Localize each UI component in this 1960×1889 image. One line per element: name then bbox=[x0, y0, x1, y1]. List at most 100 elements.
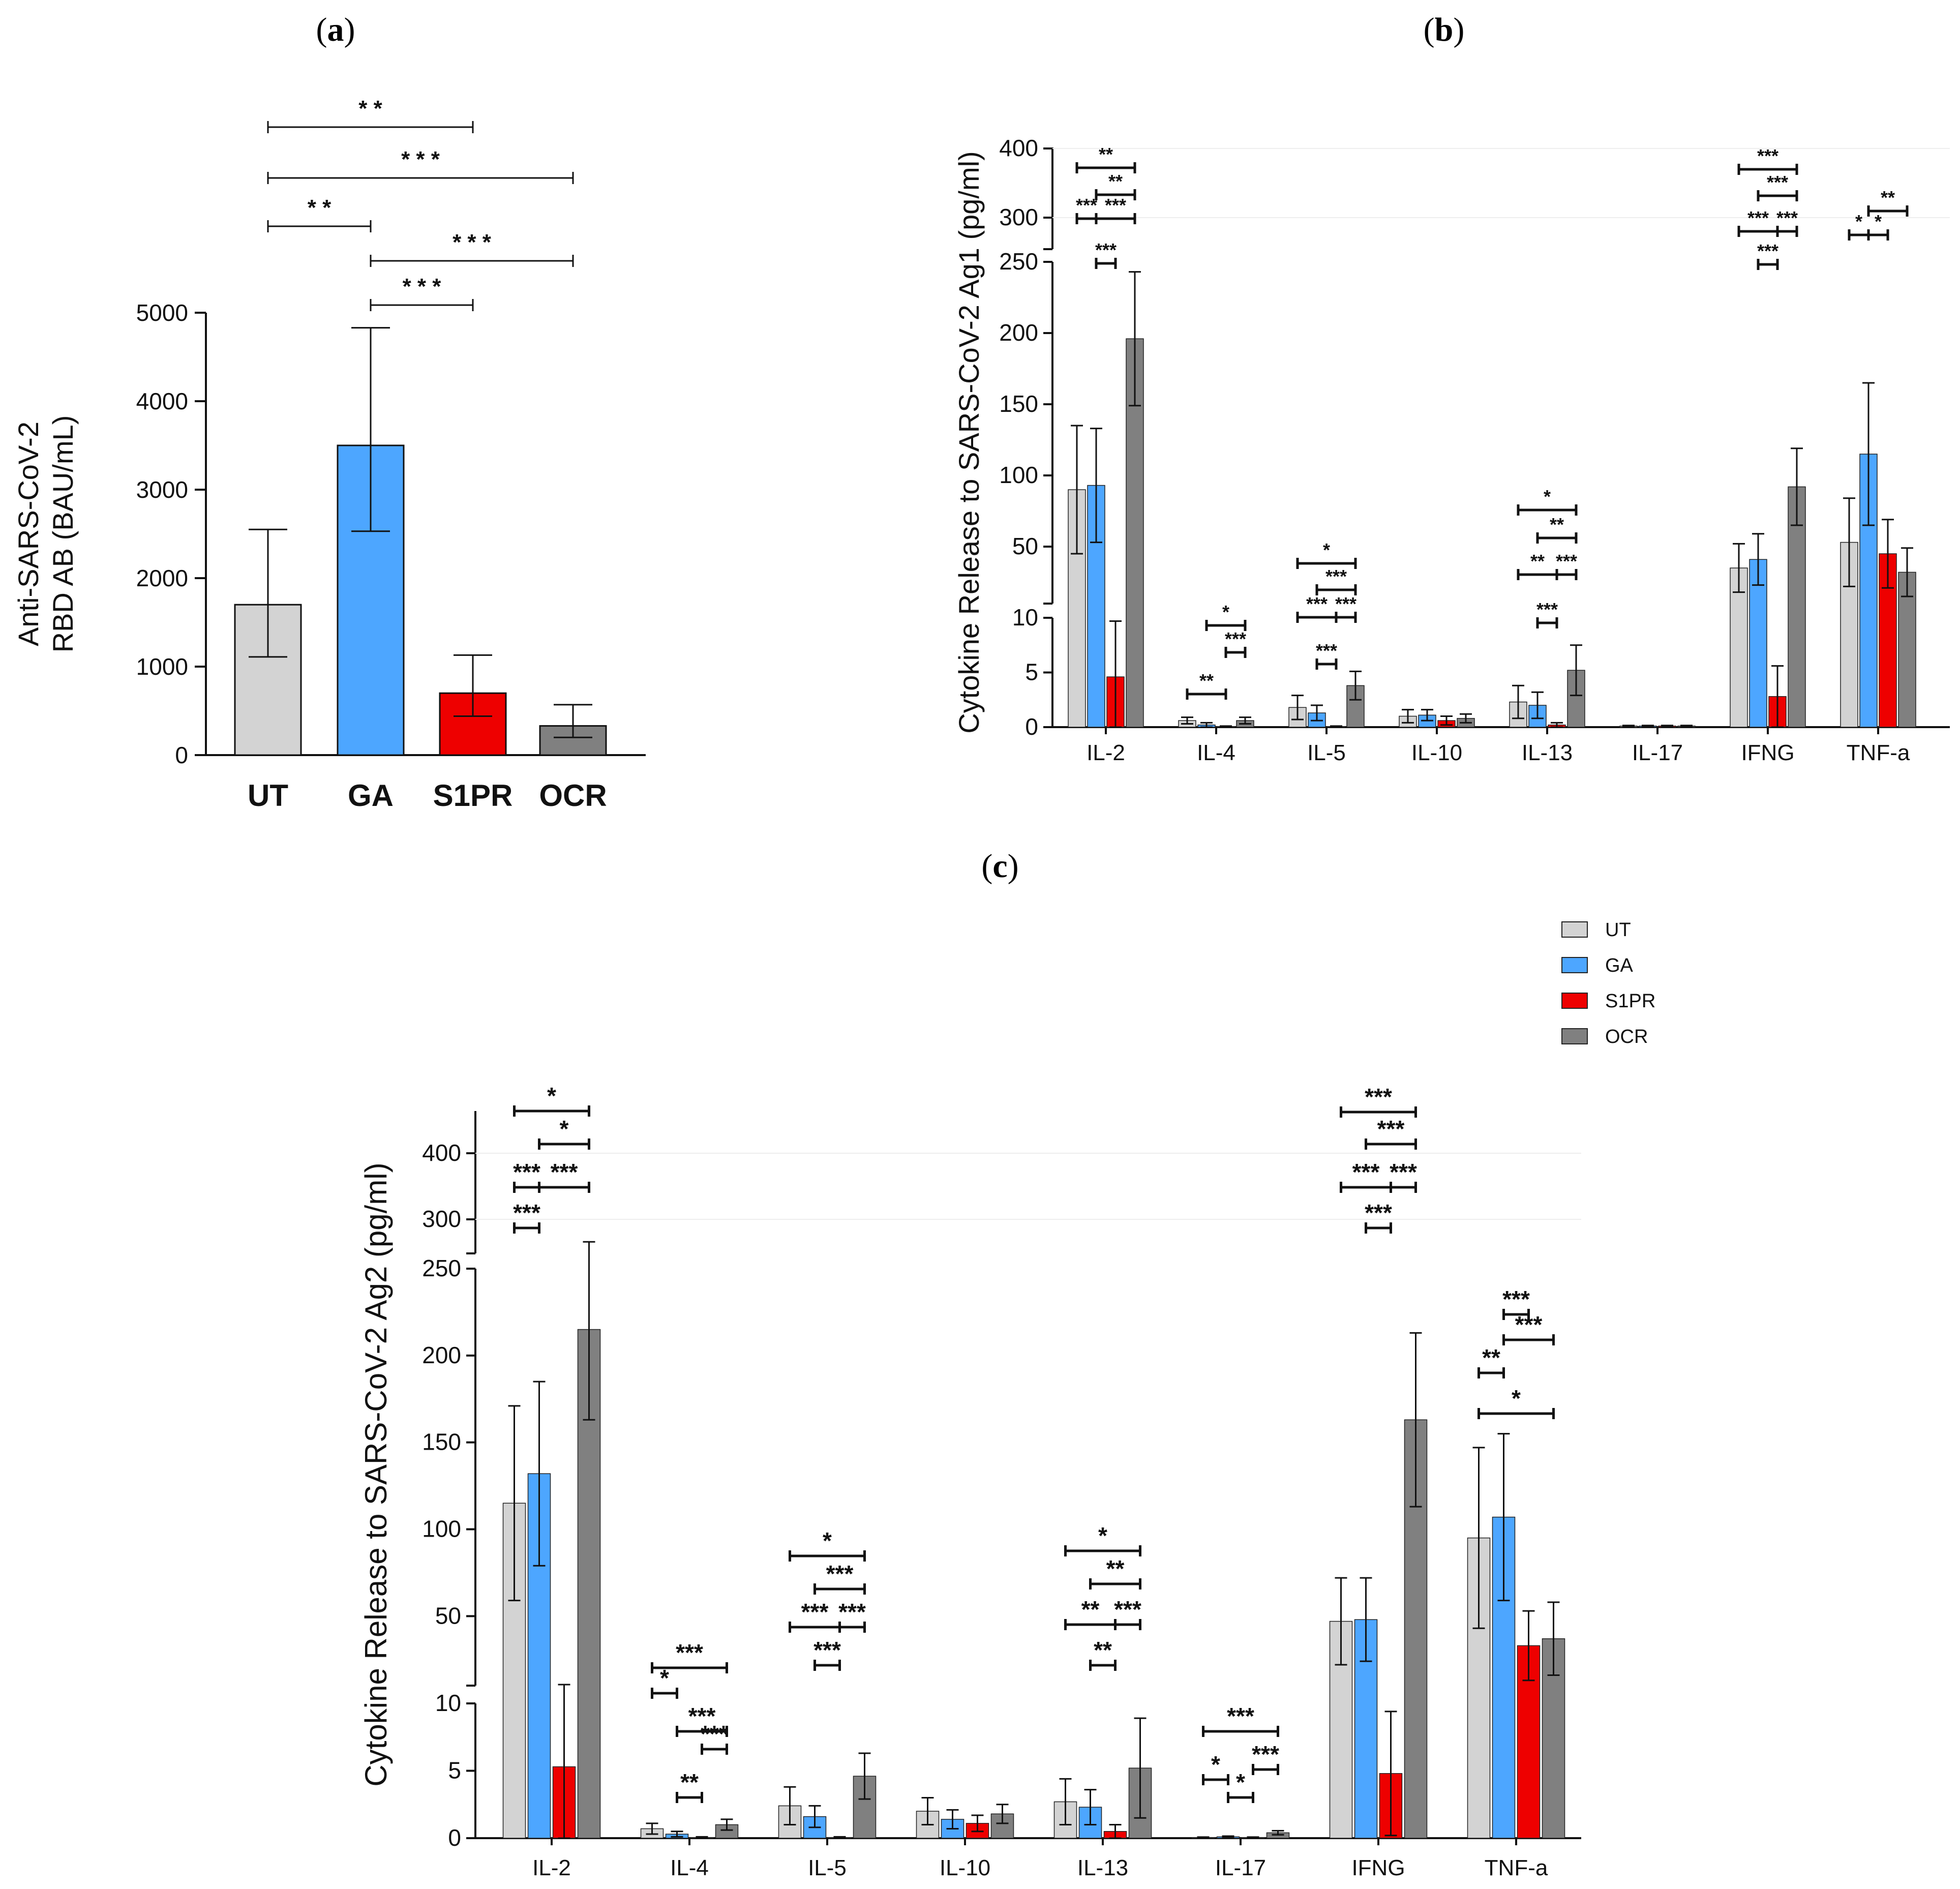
chart-b-sig-label: * bbox=[1323, 539, 1330, 560]
chart-b-ylabel-text: Cytokine Release to SARS-CoV-2 Ag1 (pg/m… bbox=[953, 151, 985, 733]
panel-title-c: (c) bbox=[981, 848, 1018, 885]
chart-c-sig-label: *** bbox=[1114, 1596, 1141, 1623]
chart-c-sig-label: * bbox=[547, 1083, 556, 1109]
chart-c-sig-label: *** bbox=[688, 1703, 716, 1729]
chart-b-sig-label: ** bbox=[1550, 514, 1564, 535]
chart-b-sig-label: *** bbox=[1747, 207, 1769, 228]
chart-c-sig-label: * bbox=[560, 1116, 569, 1142]
chart-c-sig-label: * bbox=[1098, 1522, 1107, 1549]
legend-swatch-s1pr bbox=[1561, 993, 1588, 1009]
chart-c-ylabel: Cytokine Release to SARS-CoV-2 Ag2 (pg/m… bbox=[359, 1162, 393, 1786]
chart-b-xtick-label: TNF-a bbox=[1847, 740, 1910, 765]
chart-c-ytick-label: 400 bbox=[422, 1140, 461, 1166]
chart-b-ytick-label: 300 bbox=[999, 204, 1038, 230]
svg-text:(a): (a) bbox=[316, 11, 355, 48]
legend-swatch-ut bbox=[1561, 921, 1588, 938]
chart-b-sig-label: *** bbox=[1306, 593, 1328, 614]
chart-c-ytick-label: 50 bbox=[435, 1602, 461, 1629]
chart-c-sig-label: *** bbox=[551, 1159, 578, 1185]
chart-c-ytick-label: 10 bbox=[435, 1690, 461, 1716]
panel-a-letter: a bbox=[327, 11, 344, 48]
chart-b-xtick-label: IL-4 bbox=[1197, 740, 1235, 765]
legend-swatch-ocr bbox=[1561, 1028, 1588, 1044]
chart-a-xtick-label: UT bbox=[248, 778, 288, 813]
chart-c-ytick-label: 150 bbox=[422, 1429, 461, 1455]
chart-c-sig-label: ** bbox=[1094, 1637, 1112, 1663]
chart-a-ylabel: Anti-SARS-CoV-2 RBD AB (BAU/mL) bbox=[12, 415, 79, 653]
chart-c-ytick-label: 200 bbox=[422, 1342, 461, 1368]
chart-b-sig-label: *** bbox=[1757, 145, 1778, 166]
chart-b-sig-label: *** bbox=[1335, 593, 1356, 614]
chart-b-bar-ocr bbox=[1346, 685, 1365, 728]
chart-c-xtick-label: IL-5 bbox=[808, 1855, 847, 1880]
chart-c-xtick-label: IL-17 bbox=[1215, 1855, 1266, 1880]
chart-b-sig-label: ** bbox=[1099, 144, 1113, 165]
chart-b-ytick-label: 5 bbox=[1025, 659, 1038, 685]
chart-b-ytick-label: 150 bbox=[999, 391, 1038, 417]
chart-b-ytick-label: 200 bbox=[999, 319, 1038, 346]
chart-b-xtick-label: IFNG bbox=[1741, 740, 1794, 765]
legend-label-ga: GA bbox=[1605, 955, 1634, 976]
chart-b-sig-label: ** bbox=[1108, 171, 1123, 192]
legend-label-s1pr: S1PR bbox=[1605, 991, 1655, 1012]
chart-b-sig-label: *** bbox=[1776, 207, 1798, 228]
chart-c-xtick-label: IL-4 bbox=[670, 1855, 709, 1880]
chart-b-bar-ocr bbox=[1788, 486, 1806, 728]
svg-text:(b): (b) bbox=[1424, 11, 1465, 48]
chart-b-sig-label: *** bbox=[1225, 628, 1246, 649]
chart-c-sig-label: *** bbox=[813, 1637, 841, 1663]
chart-c-sig-label: *** bbox=[1502, 1286, 1530, 1312]
chart-a-ylabel-line2: RBD AB (BAU/mL) bbox=[47, 415, 79, 653]
chart-b-ylabel: Cytokine Release to SARS-CoV-2 Ag1 (pg/m… bbox=[953, 151, 985, 733]
chart-c-ytick-label: 300 bbox=[422, 1206, 461, 1232]
chart-c-sig-label: *** bbox=[838, 1599, 866, 1625]
chart-b-sig-label: *** bbox=[1105, 195, 1126, 216]
legend-label-ut: UT bbox=[1605, 919, 1631, 941]
chart-c-sig-label: *** bbox=[1377, 1116, 1405, 1142]
chart-c-sig-label: * bbox=[1211, 1751, 1220, 1778]
chart-a-ytick-label: 3000 bbox=[136, 476, 188, 503]
chart-c-sig-label: *** bbox=[1227, 1703, 1254, 1729]
chart-c-xtick-label: IL-10 bbox=[940, 1855, 990, 1880]
chart-b-ytick-label: 100 bbox=[999, 462, 1038, 488]
chart-b-ytick-label: 0 bbox=[1025, 713, 1038, 740]
chart-b-xtick-label: IL-10 bbox=[1411, 740, 1462, 765]
svg-text:(c): (c) bbox=[981, 848, 1018, 885]
chart-c-ytick-label: 5 bbox=[448, 1757, 461, 1784]
chart-c-bar-ocr bbox=[1542, 1638, 1565, 1839]
chart-c-sig-label: *** bbox=[1252, 1741, 1279, 1767]
chart-a-ytick-label: 2000 bbox=[136, 565, 188, 591]
chart-c-sig-label: * bbox=[823, 1527, 832, 1554]
chart-b-bar-ocr bbox=[1898, 572, 1916, 728]
chart-c-xtick-label: IFNG bbox=[1351, 1855, 1405, 1880]
chart-b-ytick-label: 250 bbox=[999, 248, 1038, 275]
chart-b-sig-label: *** bbox=[1325, 566, 1347, 587]
chart-c-sig-label: *** bbox=[801, 1599, 829, 1625]
chart-b-sig-label: * bbox=[1222, 602, 1229, 622]
chart-b-sig-label: *** bbox=[1536, 599, 1558, 620]
legend: UT GA S1PR OCR bbox=[1561, 919, 1655, 1047]
chart-b-sig-label: *** bbox=[1316, 640, 1337, 661]
chart-b-sig-label: ** bbox=[1199, 670, 1214, 691]
chart-a-sig-label: * * * bbox=[401, 147, 440, 172]
chart-c-ylabel-text: Cytokine Release to SARS-CoV-2 Ag2 (pg/m… bbox=[359, 1162, 393, 1786]
panel-title-b: (b) bbox=[1424, 11, 1465, 48]
chart-b-sig-label: * bbox=[1875, 211, 1882, 232]
chart-c-sig-label: *** bbox=[1515, 1311, 1543, 1338]
chart-c-ytick-label: 250 bbox=[422, 1255, 461, 1281]
chart-b-sig-label: ** bbox=[1530, 551, 1545, 572]
chart-c-sig-label: * bbox=[1236, 1769, 1245, 1795]
chart-c-sig-label: * bbox=[660, 1665, 669, 1691]
chart-c-sig-label: *** bbox=[676, 1639, 703, 1666]
panel-c-letter: c bbox=[992, 848, 1007, 885]
chart-b-sig-label: *** bbox=[1757, 241, 1778, 261]
chart-a-xtick-label: OCR bbox=[539, 778, 607, 813]
chart-b-sig-label: *** bbox=[1767, 172, 1788, 193]
chart-a-xtick-label: S1PR bbox=[433, 778, 513, 813]
chart-b-sig-label: ** bbox=[1881, 187, 1895, 208]
chart-c-sig-label: *** bbox=[826, 1561, 854, 1587]
chart-b-ytick-label: 400 bbox=[999, 135, 1038, 161]
chart-a-sig-label: * * * bbox=[403, 274, 442, 299]
chart-b-bar-ocr bbox=[1567, 670, 1585, 728]
